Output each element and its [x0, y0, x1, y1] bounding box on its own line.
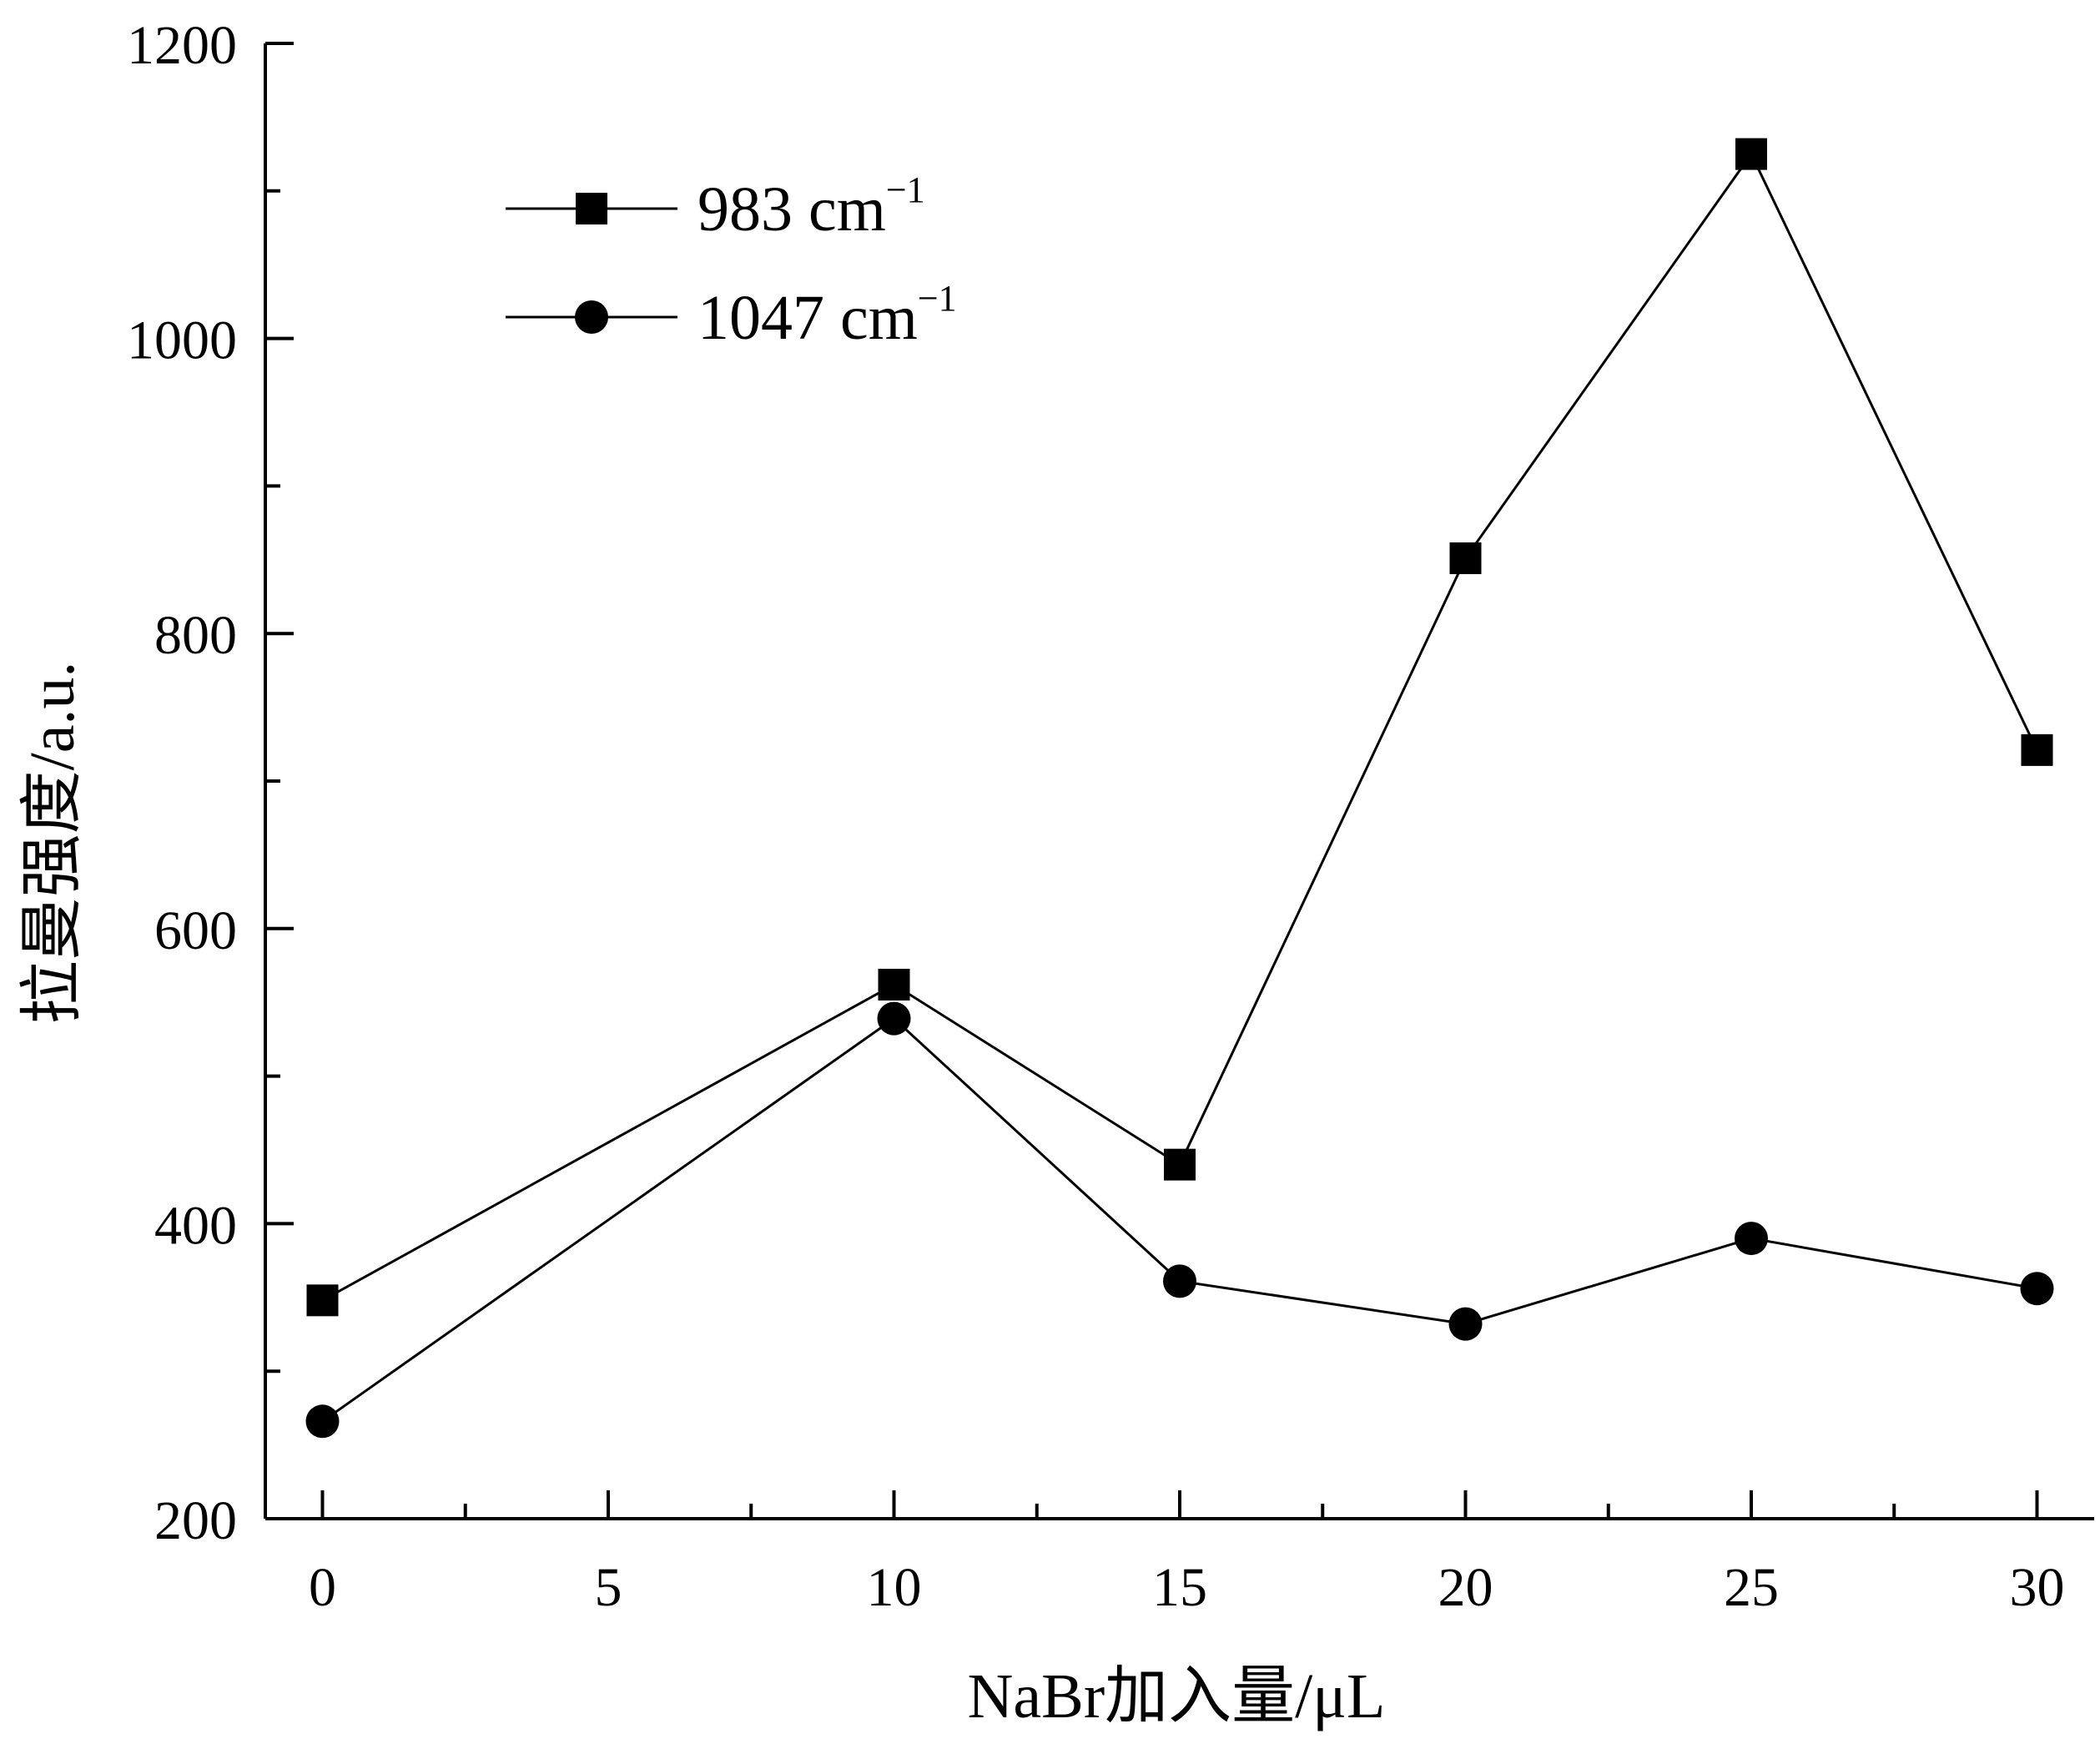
series-circle: [305, 1001, 2054, 1439]
y-tick-label: 200: [154, 1490, 237, 1551]
x-tick-label: 0: [309, 1557, 336, 1618]
legend-label-superscript: −1: [918, 278, 957, 319]
series-line: [321, 151, 2038, 1302]
legend-marker-square: [576, 193, 607, 224]
data-point-square: [1449, 542, 1482, 575]
legend-marker-circle: [575, 300, 608, 334]
data-point-square: [1735, 138, 1767, 170]
x-tick-label: 25: [1724, 1557, 1779, 1618]
legend-label-text: 1047 cm: [697, 283, 918, 353]
x-tick-label: 15: [1152, 1557, 1207, 1618]
x-tick-label: 10: [867, 1557, 922, 1618]
series-square: [306, 138, 2053, 1317]
data-point-circle: [877, 1001, 911, 1036]
data-point-circle: [2020, 1272, 2054, 1306]
legend-label-superscript: −1: [886, 169, 925, 210]
data-point-square: [306, 1284, 339, 1317]
series-layer: [305, 138, 2054, 1439]
x-tick-label: 20: [1438, 1557, 1493, 1618]
y-tick-label: 1200: [127, 15, 237, 76]
data-point-circle: [1735, 1222, 1768, 1256]
x-tick-label: 30: [2010, 1557, 2065, 1618]
legend-label: 1047 cm−1: [697, 278, 957, 353]
legend-label-text: 983 cm: [697, 174, 886, 244]
y-tick-label: 600: [154, 900, 237, 961]
data-point-square: [1164, 1148, 1196, 1181]
axes: 0 5 10 15 20 25 30 200 400 600 800 1000 1200: [127, 15, 2094, 1618]
y-tick-label: 400: [154, 1195, 237, 1256]
data-point-square: [2021, 733, 2053, 766]
data-point-square: [878, 968, 910, 1001]
legend-item: 1047 cm−1: [506, 278, 957, 353]
data-point-circle: [1448, 1307, 1483, 1341]
y-tick-label: 800: [154, 605, 237, 666]
legend-label: 983 cm−1: [697, 169, 925, 244]
x-tick-label: 5: [595, 1557, 622, 1618]
x-axis-title: NaBr加入量/μL: [968, 1661, 1386, 1731]
data-point-circle: [1163, 1264, 1196, 1298]
legend-item: 983 cm−1: [506, 169, 925, 244]
y-axis-title: 拉曼强度/a.u.: [18, 662, 88, 1025]
data-point-circle: [305, 1404, 340, 1439]
y-tick-label: 1000: [127, 310, 237, 371]
series-line: [321, 1016, 2037, 1423]
